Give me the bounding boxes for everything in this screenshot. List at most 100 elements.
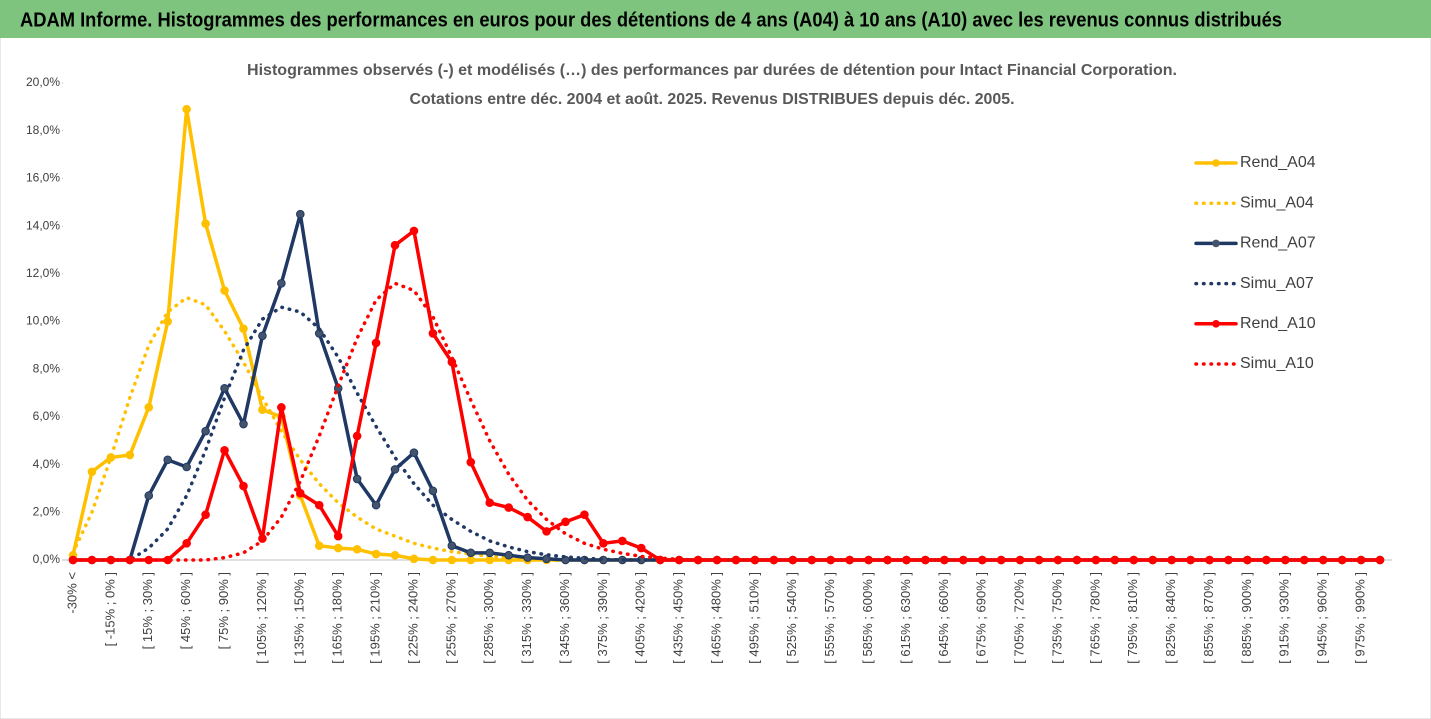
x-tick-label: [ 285% ; 300% ]: [481, 572, 496, 664]
x-tick-label: [ 975% ; 990% ]: [1352, 572, 1367, 664]
legend-label: Rend_A07: [1240, 235, 1316, 252]
legend-label: Simu_A07: [1240, 275, 1314, 292]
x-tick-label: [ 825% ; 840% ]: [1163, 572, 1178, 664]
y-tick-label: 12,0%: [26, 266, 60, 280]
x-tick-label: [ 915% ; 930% ]: [1277, 572, 1292, 664]
y-tick-label: 4,0%: [33, 457, 61, 471]
marker: [314, 500, 324, 510]
x-tick-label: [ 45% ; 60% ]: [178, 572, 193, 649]
marker: [466, 555, 476, 565]
marker: [258, 331, 267, 341]
chart-subtitle: Cotations entre déc. 2004 et août. 2025.…: [410, 91, 1015, 108]
x-tick-label: -30% <: [64, 572, 79, 614]
x-tick-label: [ -15% ; 0% ]: [102, 572, 117, 646]
marker: [296, 488, 305, 498]
marker: [390, 550, 400, 560]
x-tick-label: [ 225% ; 240% ]: [405, 572, 420, 664]
marker: [618, 536, 627, 546]
x-tick-label: [ 585% ; 600% ]: [860, 572, 875, 664]
y-tick-label: 10,0%: [26, 314, 60, 328]
marker: [333, 531, 343, 541]
legend-label: Simu_A10: [1240, 355, 1314, 372]
x-tick-label: [ 615% ; 630% ]: [898, 572, 913, 664]
marker: [201, 426, 210, 436]
y-tick-label: 18,0%: [26, 123, 60, 137]
dotted-line: [71, 281, 1382, 562]
legend-marker: [1212, 239, 1220, 248]
marker: [466, 457, 476, 467]
x-tick-label: [ 405% ; 420% ]: [633, 572, 648, 664]
marker: [182, 539, 191, 548]
marker: [220, 445, 229, 455]
x-tick-label: [ 885% ; 900% ]: [1239, 572, 1254, 664]
marker: [163, 317, 173, 326]
marker: [163, 455, 173, 465]
marker: [409, 226, 419, 236]
marker: [333, 543, 343, 553]
marker: [485, 548, 495, 558]
x-tick-label: [ 765% ; 780% ]: [1087, 572, 1102, 664]
x-tick-label: [ 345% ; 360% ]: [557, 572, 572, 664]
y-tick-label: 2,0%: [33, 504, 61, 518]
marker: [542, 554, 551, 564]
x-tick-label: [ 435% ; 450% ]: [671, 572, 686, 664]
x-tick-label: [ 525% ; 540% ]: [784, 572, 799, 664]
x-tick-label: [ 495% ; 510% ]: [746, 572, 761, 664]
legend-label: Rend_A04: [1240, 154, 1316, 171]
marker: [352, 544, 362, 554]
y-tick-label: 20,0%: [26, 75, 60, 89]
marker: [523, 553, 532, 562]
marker: [504, 550, 513, 560]
x-tick-label: [ 675% ; 690% ]: [974, 572, 989, 664]
marker: [258, 405, 267, 415]
marker: [428, 329, 438, 338]
chart-title: Histogrammes observés (-) et modélisés (…: [247, 62, 1177, 79]
x-tick-label: [ 15% ; 30% ]: [140, 572, 155, 649]
marker: [87, 467, 97, 477]
marker: [599, 539, 608, 548]
marker: [636, 543, 646, 553]
marker: [144, 403, 154, 412]
y-tick-label: 14,0%: [26, 218, 60, 232]
marker: [182, 462, 191, 472]
marker: [542, 527, 551, 536]
x-tick-label: [ 375% ; 390% ]: [595, 572, 610, 664]
legend-marker: [1212, 159, 1220, 167]
marker: [371, 500, 381, 510]
marker: [409, 554, 419, 564]
marker: [371, 549, 381, 559]
x-tick-label: [ 465% ; 480% ]: [708, 572, 723, 664]
marker: [352, 474, 362, 484]
marker: [125, 450, 135, 460]
marker: [523, 512, 532, 522]
marker: [277, 403, 286, 412]
marker: [314, 541, 324, 550]
marker: [390, 240, 400, 250]
marker: [390, 465, 400, 474]
x-tick-label: [ 705% ; 720% ]: [1012, 572, 1027, 664]
x-tick-label: [ 645% ; 660% ]: [936, 572, 951, 664]
header-bar: [0, 0, 1431, 38]
y-tick-label: 8,0%: [33, 361, 61, 375]
x-tick-label: [ 195% ; 210% ]: [368, 572, 383, 664]
marker: [296, 209, 305, 219]
legend-label: Simu_A04: [1240, 194, 1314, 211]
marker: [220, 383, 229, 393]
marker: [485, 498, 495, 508]
marker: [182, 104, 191, 114]
marker: [201, 510, 210, 519]
legend-label: Rend_A10: [1240, 315, 1316, 332]
marker: [466, 548, 476, 558]
marker: [144, 491, 154, 500]
y-tick-label: 0,0%: [33, 552, 61, 566]
marker: [428, 555, 438, 565]
marker: [239, 324, 248, 333]
marker: [239, 419, 248, 429]
x-tick-label: [ 135% ; 150% ]: [292, 572, 307, 664]
marker: [201, 219, 210, 229]
x-tick-label: [ 555% ; 570% ]: [822, 572, 837, 664]
marker: [447, 541, 457, 550]
marker: [504, 503, 513, 512]
marker: [428, 486, 438, 496]
